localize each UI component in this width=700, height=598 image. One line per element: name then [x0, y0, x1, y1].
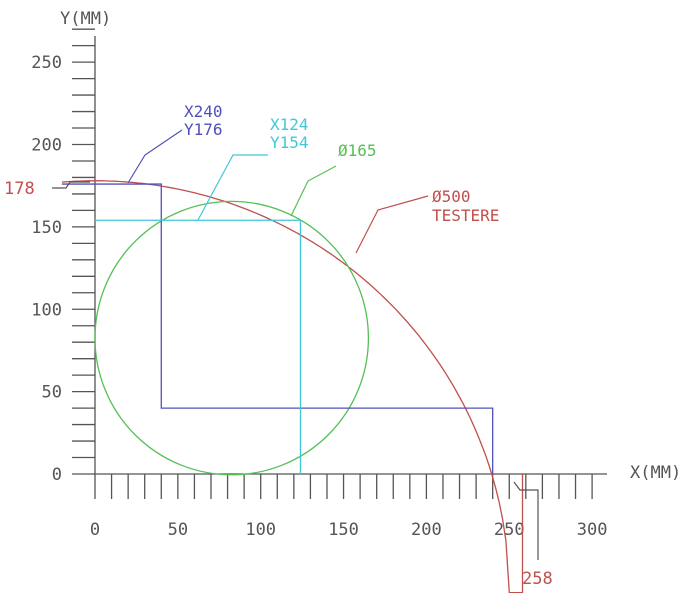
y-tick-label: 50 — [42, 383, 62, 403]
x-tick-label: 300 — [577, 520, 608, 540]
y-axis-ticks: 0 50 100 150 200 250 — [31, 28, 95, 485]
x-tick-label: 50 — [168, 520, 188, 540]
cyan-rect-x-label: X124 — [270, 115, 309, 134]
x-tick-label: 0 — [90, 520, 100, 540]
part-circle — [94, 200, 370, 476]
x-axis-ticks: 0 50 100 150 200 250 300 — [90, 474, 608, 540]
x-tick-label: 150 — [328, 520, 359, 540]
cyan-leader-line — [197, 154, 268, 221]
y-tick-label: 200 — [31, 136, 62, 156]
y-tick-label: 0 — [52, 465, 62, 485]
x-axis-title: X(MM) — [630, 463, 681, 483]
cyan-rectangle — [95, 219, 302, 474]
green-leader-line — [290, 165, 337, 217]
circle-diameter-label: Ø165 — [338, 141, 377, 160]
y-tick-label: 100 — [31, 300, 62, 320]
annotations: X240 Y176 X124 Y154 Ø165 Ø500 TESTERE 17… — [4, 102, 553, 589]
testere-arc — [61, 180, 524, 594]
y-tick-label: 150 — [31, 218, 62, 238]
axes: 0 50 100 150 200 250 300 0 50 100 150 200 250 X(MM)… — [31, 9, 681, 540]
leader-lines — [52, 129, 539, 560]
cyan-rect-y-label: Y154 — [270, 133, 309, 152]
blue-rect-x-label: X240 — [184, 102, 223, 121]
red-leader-line — [355, 195, 429, 254]
blue-rectangle — [61, 183, 494, 474]
x-tick-label: 100 — [245, 520, 276, 540]
testere-name-label: TESTERE — [432, 206, 499, 225]
blue-leader-line — [127, 129, 183, 184]
x-max-marker-label: 258 — [522, 569, 553, 589]
x-tick-label: 200 — [411, 520, 442, 540]
y-axis-title: Y(MM) — [60, 9, 111, 29]
shapes — [61, 180, 524, 594]
y-tick-label: 250 — [31, 53, 62, 73]
x-tick-label: 250 — [494, 520, 525, 540]
y-max-leader-line — [52, 181, 90, 189]
y-max-marker-label: 178 — [4, 179, 35, 199]
x-max-leader-line — [513, 481, 539, 560]
blue-rect-y-label: Y176 — [184, 120, 223, 139]
testere-diameter-label: Ø500 — [432, 187, 471, 206]
